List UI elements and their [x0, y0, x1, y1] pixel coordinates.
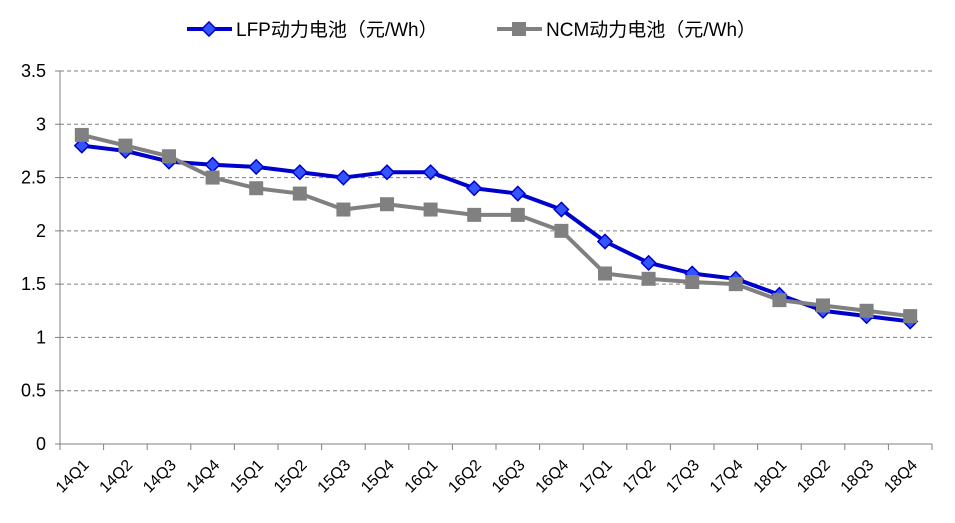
x-tick-label: 16Q2	[445, 457, 485, 497]
data-point-ncm	[380, 197, 394, 212]
y-tick-label: 3	[36, 114, 46, 134]
grid-lines	[60, 70, 932, 392]
y-tick-label: 0.5	[21, 381, 46, 401]
data-point-lfp	[335, 169, 352, 186]
data-point-ncm	[510, 207, 525, 222]
y-axis-ticks: 0 0.5 1 1.5 2 2.5 3 3.5	[21, 61, 60, 454]
y-tick-label: 0	[36, 434, 46, 454]
data-point-ncm	[249, 181, 264, 196]
data-point-lfp	[378, 164, 396, 181]
x-tick-label: 14Q4	[184, 457, 224, 497]
legend-marker-ncm	[512, 22, 526, 36]
series-group	[73, 127, 919, 330]
legend-item-lfp: LFP动力电池（元/Wh）	[187, 19, 438, 41]
data-point-lfp	[204, 156, 221, 173]
x-tick-label: 18Q2	[794, 457, 834, 497]
data-point-lfp	[291, 164, 308, 181]
data-point-lfp	[553, 201, 570, 218]
legend-label-ncm: NCM动力电池（元/Wh）	[546, 19, 756, 41]
data-point-ncm	[598, 266, 612, 281]
x-axis-ticks: 14Q1 14Q2 14Q3 14Q4 15Q1 15Q2 15Q3 15Q4 16Q1 16Q2…	[53, 444, 933, 497]
data-point-ncm	[336, 202, 351, 217]
axes	[59, 71, 932, 445]
data-point-ncm	[728, 277, 743, 292]
legend-item-ncm: NCM动力电池（元/Wh）	[497, 19, 756, 41]
x-tick-label: 17Q3	[663, 457, 703, 497]
x-tick-label: 18Q3	[838, 457, 878, 497]
data-point-ncm	[423, 202, 438, 217]
data-point-ncm	[641, 271, 656, 286]
data-point-ncm	[118, 138, 133, 153]
x-tick-label: 16Q1	[402, 457, 442, 497]
x-tick-label: 16Q4	[533, 457, 573, 497]
data-point-ncm	[292, 186, 307, 201]
legend-marker-lfp	[200, 20, 218, 38]
data-point-lfp	[466, 180, 483, 197]
x-tick-label: 17Q1	[576, 457, 616, 497]
data-point-ncm	[205, 170, 220, 185]
y-tick-label: 3.5	[21, 61, 46, 81]
x-tick-label: 17Q4	[707, 457, 747, 497]
data-point-lfp	[73, 137, 90, 154]
x-tick-label: 14Q3	[140, 457, 180, 497]
data-point-lfp	[422, 164, 439, 181]
series-line-ncm	[81, 133, 911, 319]
x-tick-label: 15Q3	[315, 457, 355, 497]
data-point-ncm	[903, 309, 918, 324]
data-point-lfp	[640, 254, 657, 271]
data-point-ncm	[859, 303, 874, 318]
data-point-ncm	[74, 127, 89, 142]
data-point-ncm	[816, 298, 830, 313]
x-tick-label: 17Q2	[620, 457, 660, 497]
y-tick-label: 2	[36, 221, 46, 241]
x-tick-label: 16Q3	[489, 457, 529, 497]
x-tick-label: 15Q4	[358, 457, 398, 497]
data-point-ncm	[685, 275, 700, 290]
data-point-ncm	[467, 207, 482, 222]
y-tick-label: 1.5	[21, 274, 46, 294]
legend-label-lfp: LFP动力电池（元/Wh）	[236, 19, 438, 41]
data-point-lfp	[248, 158, 265, 176]
y-tick-label: 1	[36, 327, 46, 347]
data-point-ncm	[162, 149, 176, 164]
data-point-lfp	[596, 233, 614, 250]
data-point-ncm	[772, 293, 787, 308]
data-point-ncm	[554, 223, 569, 238]
x-tick-label: 18Q4	[881, 457, 921, 497]
x-tick-label: 14Q1	[53, 457, 93, 497]
legend: LFP动力电池（元/Wh） NCM动力电池（元/Wh）	[187, 19, 756, 41]
x-tick-label: 15Q1	[227, 457, 267, 497]
data-point-lfp	[509, 185, 526, 202]
y-tick-label: 2.5	[21, 168, 46, 188]
x-tick-label: 18Q1	[751, 457, 791, 497]
x-tick-label: 15Q2	[271, 457, 311, 497]
x-tick-label: 14Q2	[97, 457, 137, 497]
